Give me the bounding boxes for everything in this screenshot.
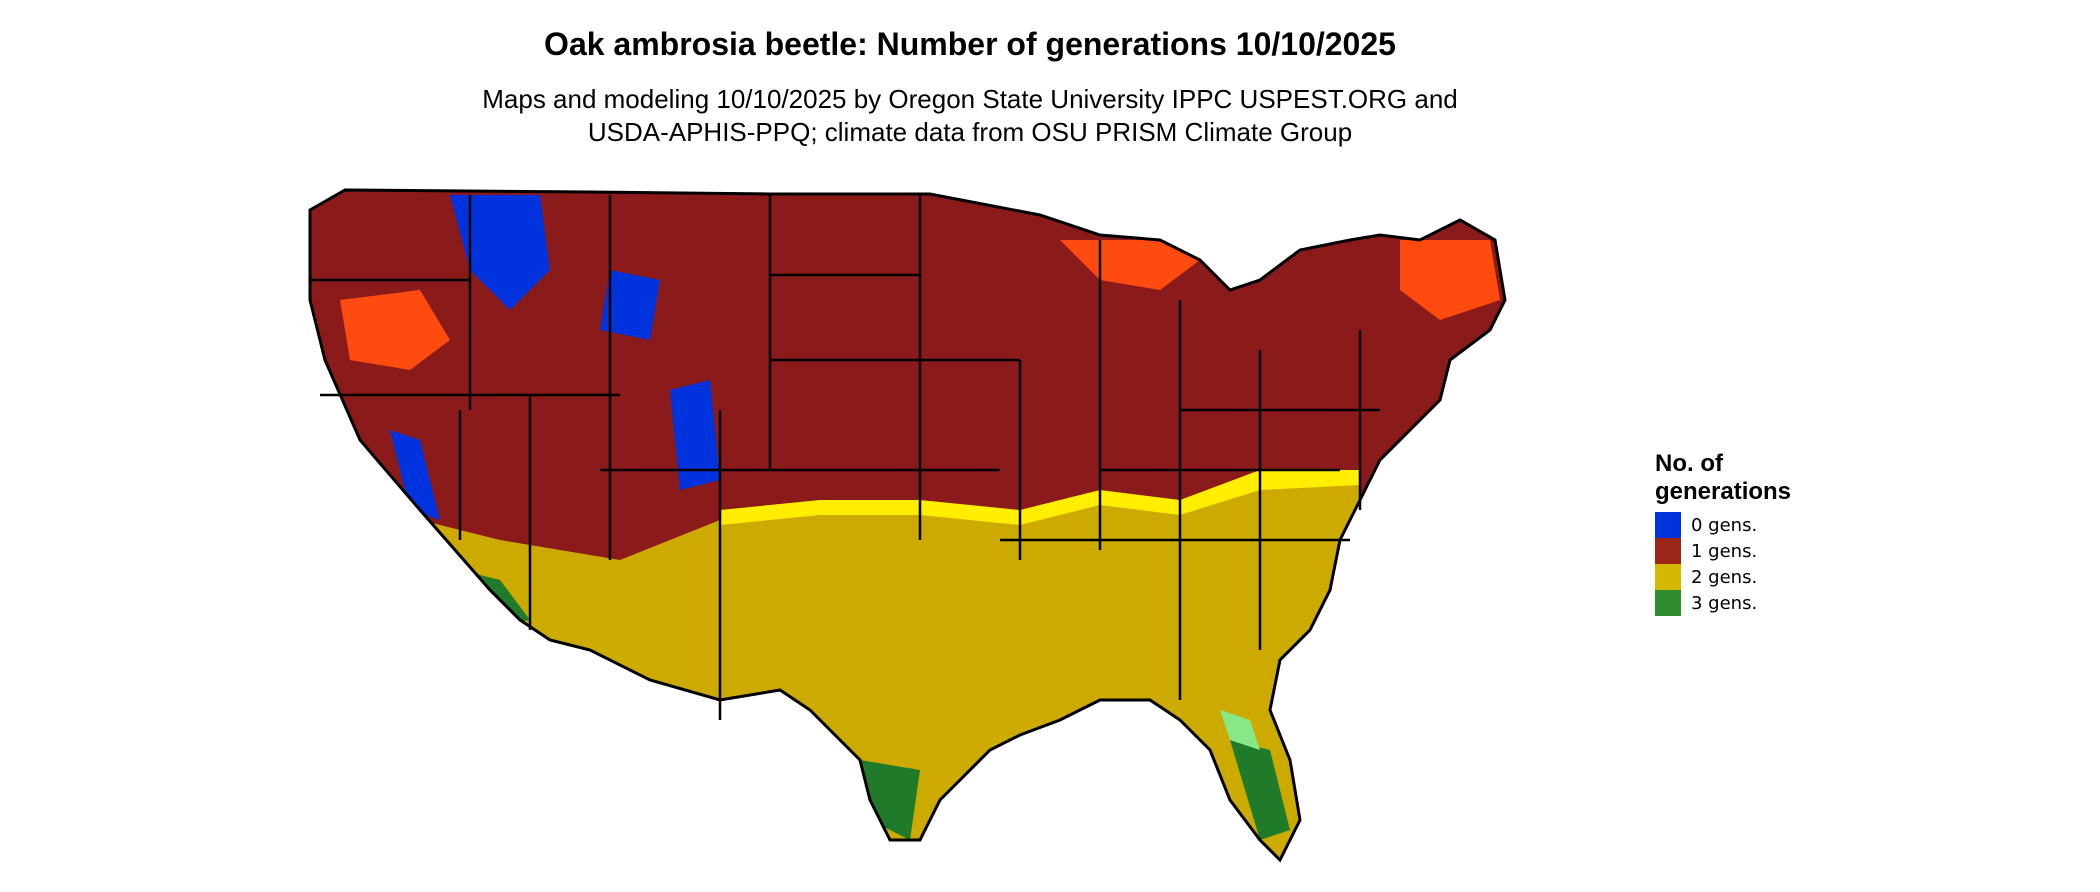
subtitle-line-1: Maps and modeling 10/10/2025 by Oregon S… bbox=[482, 84, 1458, 114]
map-subtitle: Maps and modeling 10/10/2025 by Oregon S… bbox=[0, 83, 1940, 149]
three-gen-region-florida bbox=[1230, 740, 1290, 840]
one-gen-light-patch-west bbox=[340, 290, 450, 370]
legend-label-0-gens: 0 gens. bbox=[1691, 514, 1758, 536]
legend-title: No. of generations bbox=[1655, 450, 1791, 506]
zero-gen-region-sierra bbox=[390, 430, 440, 520]
legend-label-1-gens: 1 gens. bbox=[1691, 540, 1758, 562]
three-gen-light-florida bbox=[1220, 710, 1260, 750]
map-title: Oak ambrosia beetle: Number of generatio… bbox=[544, 26, 1396, 62]
legend-label-2-gens: 2 gens. bbox=[1691, 566, 1758, 588]
legend: No. of generations 0 gens. 1 gens. 2 gen… bbox=[1655, 450, 1791, 616]
legend-title-line-2: generations bbox=[1655, 478, 1792, 505]
legend-item-2-gens: 2 gens. bbox=[1655, 564, 1791, 590]
us-generations-map bbox=[308, 188, 1507, 863]
legend-title-line-1: No. of bbox=[1655, 450, 1723, 477]
zero-gen-region-wyoming bbox=[600, 270, 660, 340]
zero-gen-region-colorado bbox=[670, 380, 720, 490]
zero-gen-region-rockies-north bbox=[450, 195, 550, 310]
legend-swatch-0-gens bbox=[1655, 512, 1681, 538]
state-borders bbox=[310, 195, 1380, 720]
one-gen-light-patch-great-lakes bbox=[1060, 240, 1200, 290]
legend-item-3-gens: 3 gens. bbox=[1655, 590, 1791, 616]
two-gen-light-band bbox=[720, 470, 1360, 525]
subtitle-line-2: USDA-APHIS-PPQ; climate data from OSU PR… bbox=[587, 117, 1353, 147]
legend-label-3-gens: 3 gens. bbox=[1691, 592, 1758, 614]
legend-swatch-1-gens bbox=[1655, 538, 1681, 564]
legend-swatch-2-gens bbox=[1655, 564, 1681, 590]
legend-swatch-3-gens bbox=[1655, 590, 1681, 616]
one-gen-light-patch-northeast bbox=[1400, 240, 1500, 320]
legend-item-1-gens: 1 gens. bbox=[1655, 538, 1791, 564]
legend-item-0-gens: 0 gens. bbox=[1655, 512, 1791, 538]
